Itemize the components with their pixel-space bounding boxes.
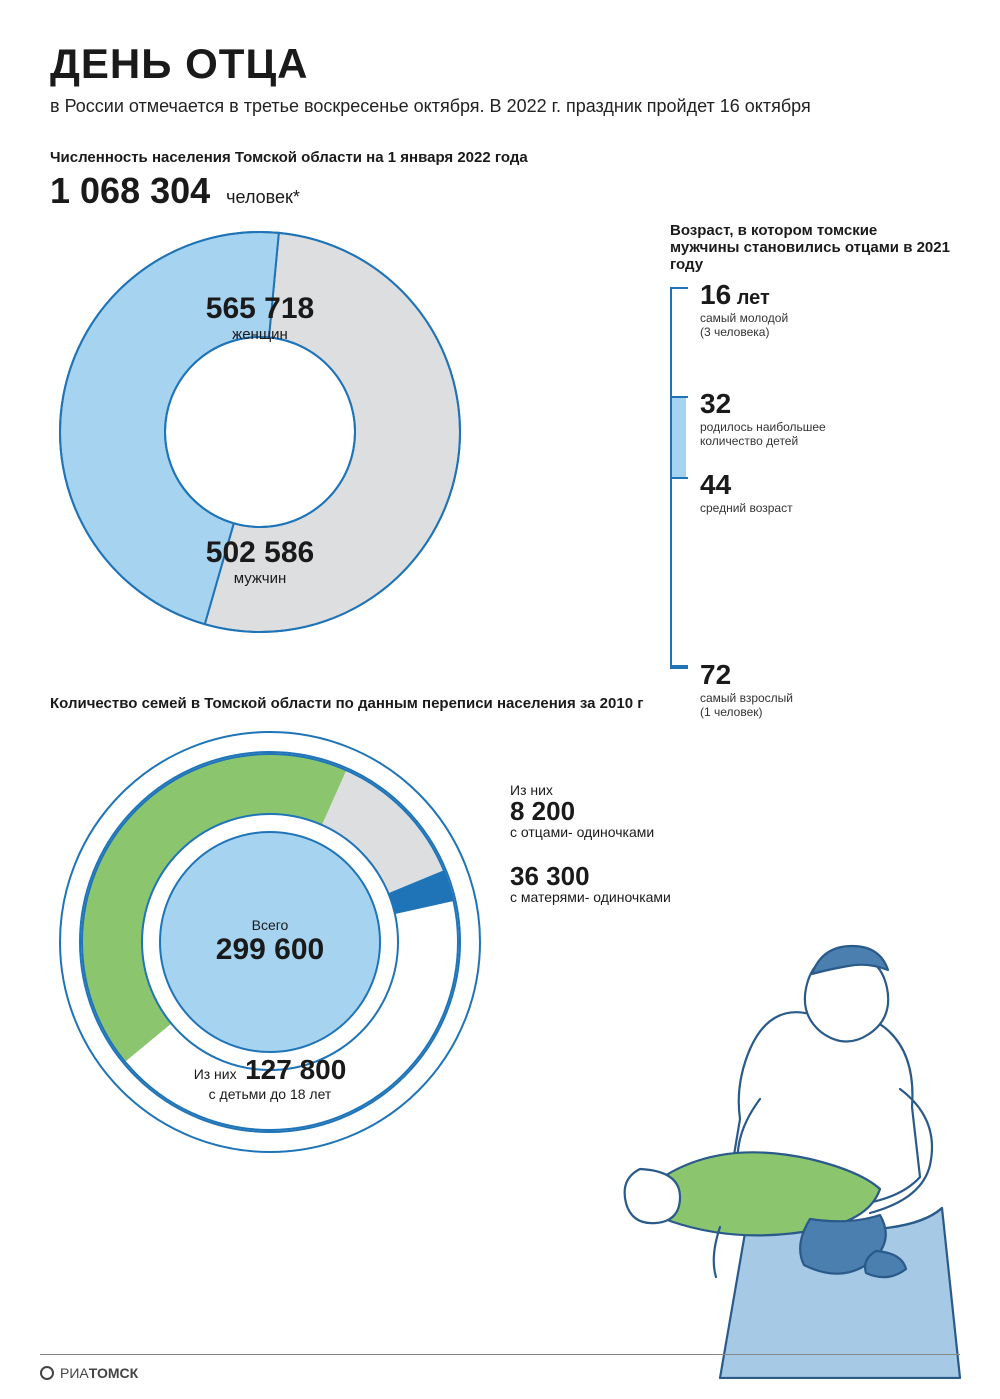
families-donut: Всего 299 600 Из них 127 800 с детьми до… bbox=[50, 722, 490, 1162]
ages-title: Возраст, в котором томские мужчины стано… bbox=[670, 222, 950, 273]
footer-prefix: РИА bbox=[60, 1365, 89, 1381]
population-donut: 565 718 женщин 502 586 мужчин bbox=[50, 222, 470, 642]
families-children-sub: с детьми до 18 лет bbox=[140, 1086, 400, 1102]
population-total: 1 068 304 человек* bbox=[50, 170, 950, 212]
footer-brand: РИАТОМСК bbox=[40, 1365, 138, 1381]
families-children-pre: Из них bbox=[194, 1066, 237, 1082]
age-item-16: 16 летсамый молодой(3 человека) bbox=[700, 281, 788, 340]
age-item-32: 32родилось наибольшееколичество детей bbox=[700, 390, 826, 449]
families-children-label: Из них 127 800 с детьми до 18 лет bbox=[140, 1054, 400, 1102]
age-item-44: 44средний возраст bbox=[700, 471, 793, 515]
families-fathers-item: Из них 8 200 с отцами- одиночками bbox=[510, 782, 671, 841]
families-center-number: 299 600 bbox=[216, 933, 324, 967]
ages-scale: 16 летсамый молодой(3 человека)32родилос… bbox=[670, 287, 950, 667]
families-fathers-number: 8 200 bbox=[510, 798, 671, 824]
population-men-label: 502 586 мужчин bbox=[206, 536, 314, 587]
page-subtitle: в России отмечается в третье воскресенье… bbox=[50, 96, 950, 117]
families-children-number: 127 800 bbox=[245, 1054, 346, 1085]
population-section-label: Численность населения Томской области на… bbox=[50, 149, 950, 166]
families-mothers-desc: с матерями- одиночками bbox=[510, 889, 671, 906]
population-women-sub: женщин bbox=[206, 326, 314, 343]
brand-icon bbox=[40, 1366, 54, 1380]
footer-bold: ТОМСК bbox=[89, 1365, 138, 1381]
page-title: ДЕНЬ ОТЦА bbox=[50, 40, 950, 88]
families-fathers-desc: с отцами- одиночками bbox=[510, 824, 671, 841]
father-child-illustration bbox=[600, 919, 980, 1379]
families-section-label: Количество семей в Томской области по да… bbox=[50, 695, 950, 712]
population-women-value: 565 718 bbox=[206, 292, 314, 326]
population-men-sub: мужчин bbox=[206, 570, 314, 587]
age-item-72: 72самый взрослый(1 человек) bbox=[700, 661, 793, 720]
footer-divider bbox=[40, 1354, 960, 1355]
population-total-unit: человек* bbox=[226, 187, 300, 207]
families-mothers-number: 36 300 bbox=[510, 863, 671, 889]
families-center-label: Всего bbox=[216, 917, 324, 933]
families-center: Всего 299 600 bbox=[216, 917, 324, 967]
population-total-value: 1 068 304 bbox=[50, 170, 210, 211]
families-mothers-item: 36 300 с матерями- одиночками bbox=[510, 863, 671, 906]
population-men-value: 502 586 bbox=[206, 536, 314, 570]
ages-column: Возраст, в котором томские мужчины стано… bbox=[670, 222, 950, 667]
population-women-label: 565 718 женщин bbox=[206, 292, 314, 343]
